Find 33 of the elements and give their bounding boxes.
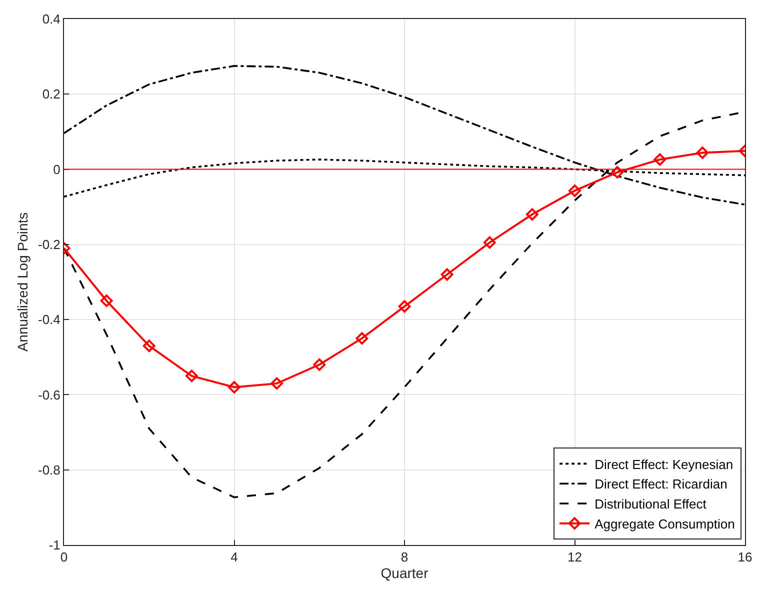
y-tick-label: -0.8 [38,462,60,478]
y-tick-label: -1 [48,538,60,553]
point [228,381,240,394]
point [398,300,411,313]
point [611,166,624,178]
y-tick-label: 0 [53,162,60,177]
y-tick-label: -0.6 [38,387,60,402]
y-tick-label: 0.4 [42,12,60,27]
legend-label: Direct Effect: Ricardian [594,476,728,492]
y-tick-label: -0.4 [38,312,60,328]
point [270,377,284,390]
legend-label: Distributional Effect [594,496,707,512]
point [696,146,709,159]
legend-label: Aggregate Consumption [594,516,735,532]
point [100,294,113,307]
point [313,358,326,371]
point [356,332,368,345]
point [654,153,666,166]
y-tick-label: -0.2 [38,236,60,252]
point [142,340,156,352]
x-axis-title: Quarter [380,564,429,581]
y-axis-title: Annualized Log Points [14,212,31,352]
point [483,236,496,249]
point [440,268,454,281]
y-tick-label: 0.2 [42,86,60,102]
legend-label: Direct Effect: Keynesian [594,456,734,472]
x-tick-label: 4 [230,550,238,565]
point [526,208,538,221]
x-tick-label: 16 [738,550,752,565]
x-tick-label: 12 [568,550,582,565]
point [568,184,581,197]
point [185,370,198,382]
x-tick-label: 8 [400,550,408,565]
